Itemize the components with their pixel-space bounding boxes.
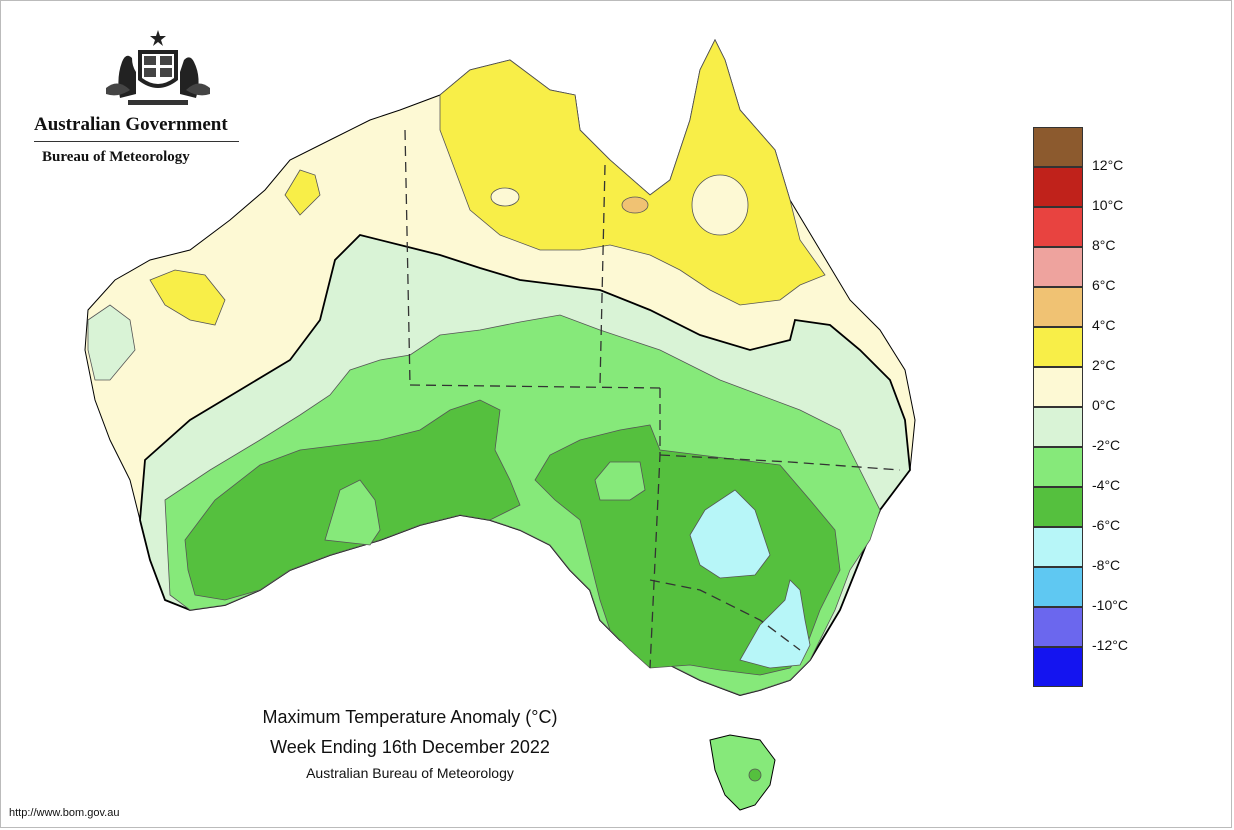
zone-2-to-4-kimberley	[284, 169, 321, 216]
legend-swatch	[1033, 207, 1083, 247]
zone-minus8-to-minus6-b	[739, 579, 811, 669]
legend-label: -6°C	[1092, 517, 1121, 533]
map-credit: Australian Bureau of Meteorology	[306, 765, 514, 781]
legend-swatch	[1033, 487, 1083, 527]
australia-anomaly-map	[84, 38, 916, 811]
zone-minus2-to-0-west	[87, 304, 136, 381]
zone-2-to-4-north	[439, 39, 826, 306]
logo-divider	[34, 141, 239, 142]
legend-label: -12°C	[1092, 637, 1128, 653]
zone-minus8-to-minus6-a	[689, 489, 771, 579]
zone-minus4-to-minus2-east-hole	[594, 461, 646, 501]
legend-swatch	[1033, 287, 1083, 327]
map-subtitle: Week Ending 16th December 2022	[270, 737, 550, 757]
map-title: Maximum Temperature Anomaly (°C)	[262, 707, 558, 727]
bom-logo: Australian Government Bureau of Meteorol…	[28, 28, 243, 178]
tasmania-minus6-patch	[748, 768, 762, 782]
zone-minus4-to-minus2-hole	[324, 479, 381, 546]
zone-4-to-6	[621, 196, 649, 214]
legend-colorbar	[1033, 127, 1083, 687]
legend-swatch	[1033, 527, 1083, 567]
legend-swatch	[1033, 447, 1083, 487]
legend-swatch	[1033, 647, 1083, 687]
zone-0-to-2-island-a	[691, 174, 749, 236]
state-borders	[404, 129, 901, 669]
legend-label: 12°C	[1092, 157, 1124, 173]
legend-label: -4°C	[1092, 477, 1121, 493]
legend-label: -2°C	[1092, 437, 1121, 453]
bureau-label: Bureau of Meteorology	[42, 149, 190, 165]
legend-label: 4°C	[1092, 317, 1116, 333]
legend-label: -8°C	[1092, 557, 1121, 573]
legend-label: 0°C	[1092, 397, 1116, 413]
legend-swatch	[1033, 567, 1083, 607]
zone-0-to-2-island-b	[490, 187, 520, 207]
legend-swatch	[1033, 247, 1083, 287]
legend-label: -10°C	[1092, 597, 1128, 613]
legend-label: 10°C	[1092, 197, 1124, 213]
legend-swatch	[1033, 127, 1083, 167]
legend-label: 6°C	[1092, 277, 1116, 293]
legend-label: 8°C	[1092, 237, 1116, 253]
legend-label: 2°C	[1092, 357, 1116, 373]
legend-swatch	[1033, 367, 1083, 407]
legend-swatch	[1033, 327, 1083, 367]
coat-of-arms-icon	[106, 30, 210, 105]
tasmania	[709, 734, 776, 811]
source-url: http://www.bom.gov.au	[9, 807, 120, 819]
legend-swatch	[1033, 407, 1083, 447]
zone-2-to-4-west	[149, 269, 226, 326]
legend-swatch	[1033, 607, 1083, 647]
government-label: Australian Government	[34, 114, 228, 135]
legend-swatch	[1033, 167, 1083, 207]
